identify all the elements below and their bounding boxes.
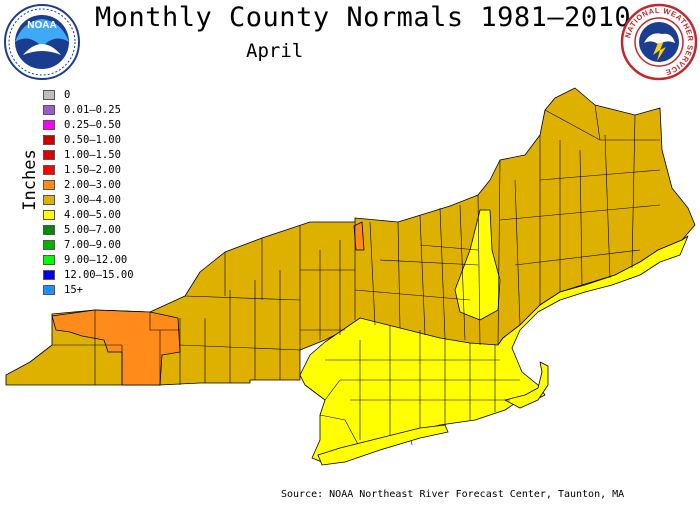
legend-label: 2.00–3.00 — [64, 178, 121, 191]
legend-swatch — [43, 179, 55, 190]
legend-item: 2.00–3.00 — [43, 177, 134, 192]
legend-item: 0.50–1.00 — [43, 132, 134, 147]
legend-label: 12.00–15.00 — [64, 268, 134, 281]
legend-label: 0.01–0.25 — [64, 103, 121, 116]
legend-swatch — [43, 239, 55, 250]
legend-swatch — [43, 134, 55, 145]
region-cape-cod — [504, 361, 549, 409]
legend-item: 7.00–9.00 — [43, 237, 134, 252]
legend-item: 4.00–5.00 — [43, 207, 134, 222]
legend-item: 0 — [43, 87, 134, 102]
legend-label: 9.00–12.00 — [64, 253, 128, 266]
legend-item: 5.00–7.00 — [43, 222, 134, 237]
legend-swatch — [43, 269, 55, 280]
legend-swatch — [43, 209, 55, 220]
source-credit: Source: NOAA Northeast River Forecast Ce… — [281, 489, 625, 500]
legend-swatch — [43, 284, 55, 295]
legend-item: 1.00–1.50 — [43, 147, 134, 162]
legend-label: 7.00–9.00 — [64, 238, 121, 251]
legend-label: 5.00–7.00 — [64, 223, 121, 236]
legend-item: 3.00–4.00 — [43, 192, 134, 207]
legend: 0 0.01–0.25 0.25–0.50 0.50–1.00 1.00–1.50 1.5… — [43, 87, 134, 297]
nws-logo: NATIONAL WEATHER SERVICE — [620, 3, 698, 81]
noaa-logo-text: NOAA — [27, 20, 56, 31]
legend-swatch — [43, 104, 55, 115]
legend-item: 15+ — [43, 282, 134, 297]
legend-swatch — [43, 224, 55, 235]
legend-label: 4.00–5.00 — [64, 208, 121, 221]
legend-swatch — [43, 164, 55, 175]
legend-label: 3.00–4.00 — [64, 193, 121, 206]
month-subtitle: April — [246, 40, 304, 62]
legend-item: 0.25–0.50 — [43, 117, 134, 132]
legend-swatch — [43, 89, 55, 100]
legend-item: 9.00–12.00 — [43, 252, 134, 267]
legend-label: 0.50–1.00 — [64, 133, 121, 146]
page-title: Monthly County Normals 1981–2010 — [95, 2, 632, 33]
legend-label: 0.25–0.50 — [64, 118, 121, 131]
region-nny-orange — [353, 221, 365, 251]
legend-swatch — [43, 119, 55, 130]
legend-swatch — [43, 194, 55, 205]
region-ny-vt-nh-me — [5, 87, 696, 386]
legend-label: 1.50–2.00 — [64, 163, 121, 176]
legend-swatch — [43, 149, 55, 160]
legend-item: 1.50–2.00 — [43, 162, 134, 177]
county-lines — [52, 104, 661, 459]
region-ma-ct-ri-sny — [299, 235, 689, 463]
legend-item: 0.01–0.25 — [43, 102, 134, 117]
legend-item: 12.00–15.00 — [43, 267, 134, 282]
legend-swatch — [43, 254, 55, 265]
region-long-island — [317, 424, 449, 466]
legend-label: 15+ — [64, 283, 83, 296]
legend-label: 0 — [64, 88, 71, 101]
legend-label: 1.00–1.50 — [64, 148, 121, 161]
noaa-logo: NOAA — [4, 4, 80, 80]
